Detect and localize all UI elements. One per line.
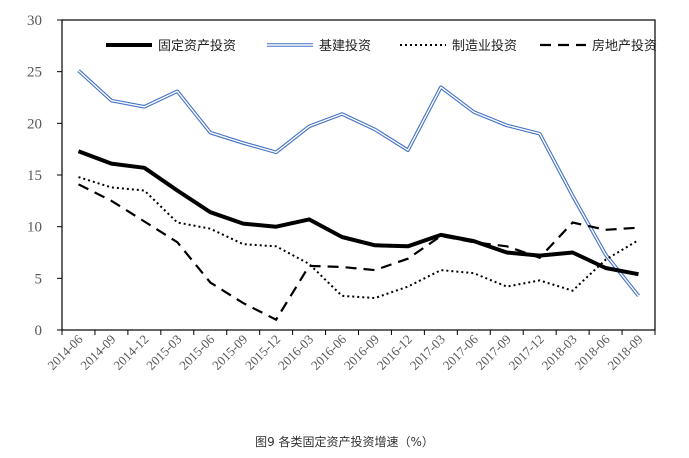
- series-line-3: [78, 176, 640, 300]
- x-tick-label: 2014-09: [77, 332, 118, 373]
- series-line-4: [78, 183, 639, 322]
- legend-label-4: 房地产投资: [592, 38, 657, 54]
- x-tick-label: 2016-09: [341, 332, 382, 373]
- x-tick-label: 2018-09: [604, 332, 645, 373]
- y-tick-label: 25: [27, 65, 42, 81]
- axes: [57, 19, 656, 335]
- x-tick-labels: 2014-062014-092014-122015-032015-062015-…: [44, 331, 645, 373]
- series-line-2-inner: [78, 70, 640, 297]
- y-tick-label: 20: [27, 116, 42, 132]
- x-tick-label: 2014-12: [110, 332, 151, 373]
- x-tick-label: 2014-06: [44, 331, 86, 373]
- y-tick-label: 5: [35, 271, 43, 287]
- series-line-2: [77, 69, 640, 298]
- legend-label-2: 基建投资: [319, 38, 371, 54]
- plot-frame: [61, 19, 656, 331]
- x-tick-label: 2016-06: [308, 331, 350, 373]
- x-tick-label: 2016-12: [374, 332, 415, 373]
- x-tick-label: 2018-06: [571, 331, 613, 373]
- x-tick-label: 2016-03: [275, 332, 316, 373]
- x-tick-label: 2017-09: [473, 332, 514, 373]
- legend-label-3: 制造业投资: [452, 38, 517, 54]
- x-tick-label: 2017-12: [506, 332, 547, 373]
- x-tick-label: 2015-03: [143, 332, 184, 373]
- figure-caption: 图9 各类固定资产投资增速（%）: [255, 435, 434, 449]
- y-tick-label: 0: [35, 323, 43, 339]
- series-line-1: [77, 149, 639, 277]
- chart-container: 0 5 10 15 20 25 30 2014-06 2014-09 2014-12 2015-0…: [27, 13, 657, 373]
- x-tick-label: 2017-06: [440, 331, 482, 373]
- y-tick-label: 30: [27, 13, 42, 29]
- y-tick-label: 10: [27, 220, 42, 236]
- x-tick-label: 2018-03: [539, 332, 580, 373]
- y-tick-label: 15: [27, 168, 42, 184]
- x-tick-label: 2015-12: [242, 332, 283, 373]
- x-tick-label: 2015-09: [209, 332, 250, 373]
- x-tick-label: 2015-06: [176, 331, 218, 373]
- legend: 固定资产投资 基建投资 制造业投资 房地产投资: [100, 33, 657, 57]
- series-lines: [77, 69, 640, 322]
- y-tick-labels: 0 5 10 15 20 25 30: [27, 13, 42, 339]
- legend-label-1: 固定资产投资: [158, 38, 236, 54]
- x-tick-label: 2017-03: [407, 332, 448, 373]
